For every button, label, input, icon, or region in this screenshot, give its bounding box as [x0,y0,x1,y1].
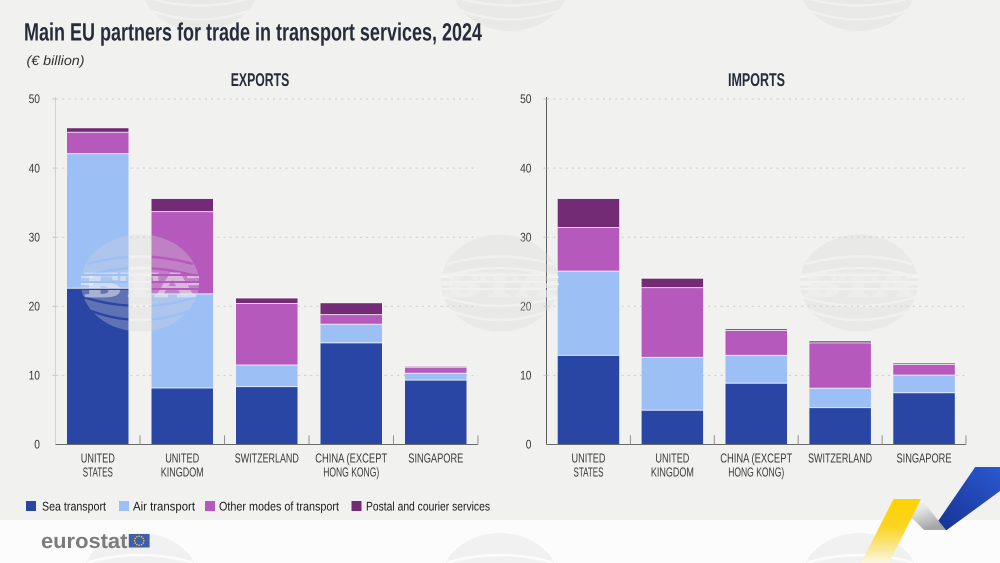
svg-text:SINGAPORE: SINGAPORE [408,451,463,466]
svg-text:0: 0 [526,438,532,452]
svg-text:Other modes of transport: Other modes of transport [219,500,339,514]
svg-text:UNITED: UNITED [81,451,115,466]
svg-text:(€ billion): (€ billion) [27,53,85,68]
svg-text:30: 30 [520,230,531,244]
svg-text:Main EU partners for trade in: Main EU partners for trade in transport … [24,19,482,47]
svg-text:SINGAPORE: SINGAPORE [897,451,952,466]
svg-text:Sea transport: Sea transport [42,500,106,514]
svg-text:eurostat: eurostat [41,530,127,553]
svg-text:40: 40 [29,161,40,175]
svg-text:UNITED: UNITED [165,451,199,466]
svg-text:CHINA (EXCEPT: CHINA (EXCEPT [315,451,387,466]
svg-text:UNITED: UNITED [655,451,689,466]
svg-text:Air transport: Air transport [133,500,195,514]
svg-text:HONG KONG): HONG KONG) [728,465,784,480]
svg-text:50: 50 [520,92,531,106]
svg-text:10: 10 [520,369,531,383]
svg-text:40: 40 [520,161,531,175]
svg-text:0: 0 [34,438,40,452]
svg-text:HONG KONG): HONG KONG) [323,465,379,480]
svg-text:50: 50 [29,92,40,106]
svg-text:STATES: STATES [574,465,604,480]
svg-text:SWITZERLAND: SWITZERLAND [808,451,872,466]
svg-text:IMPORTS: IMPORTS [728,69,785,90]
svg-text:Postal and courier services: Postal and courier services [366,500,490,514]
svg-text:CHINA (EXCEPT: CHINA (EXCEPT [720,451,792,466]
svg-text:10: 10 [29,369,40,383]
svg-text:STATES: STATES [83,465,113,480]
svg-text:20: 20 [29,300,40,314]
svg-text:UNITED: UNITED [572,451,606,466]
svg-text:EXPORTS: EXPORTS [231,69,290,90]
svg-text:KINGDOM: KINGDOM [161,465,204,480]
svg-text:KINGDOM: KINGDOM [651,465,694,480]
svg-text:SWITZERLAND: SWITZERLAND [235,451,299,466]
svg-text:30: 30 [29,230,40,244]
